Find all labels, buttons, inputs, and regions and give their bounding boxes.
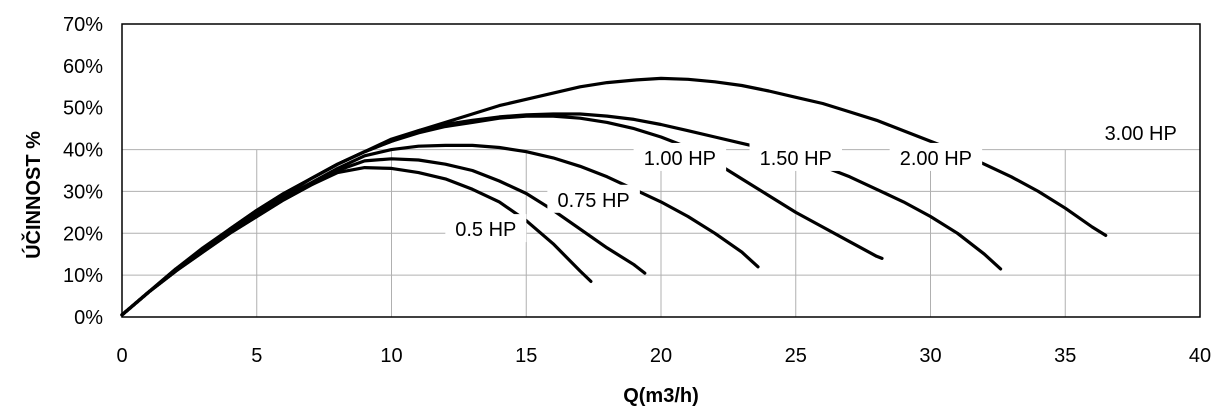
series-label-bg	[633, 142, 727, 171]
series-label-bg	[889, 142, 983, 171]
x-tick-label: 25	[785, 345, 807, 367]
x-axis-ticks: 0 5 10 15 20 25 30 35 40	[116, 345, 1211, 367]
y-tick-label: 10%	[63, 265, 103, 287]
series-label-2: 1.00 HP	[644, 148, 716, 170]
x-tick-label: 10	[380, 345, 402, 367]
x-tick-label: 0	[116, 345, 127, 367]
series-label-group-1: 0.75 HP	[547, 184, 640, 213]
series-label-bg	[445, 214, 527, 243]
series-label-group-5: 3.00 HP	[1094, 117, 1187, 146]
y-tick-label: 60%	[63, 56, 103, 78]
x-tick-label: 5	[251, 345, 262, 367]
series-label-1: 0.75 HP	[557, 190, 629, 212]
series-label-group-0: 0.5 HP	[445, 214, 527, 243]
series-label-group-3: 1.50 HP	[749, 142, 842, 171]
x-tick-label: 15	[515, 345, 537, 367]
plot-area-frame	[121, 23, 1201, 318]
series-label-0: 0.5 HP	[455, 219, 516, 241]
series-label-3: 1.50 HP	[760, 148, 832, 170]
y-tick-label: 20%	[63, 223, 103, 245]
y-axis-ticks: 0% 10% 20% 30% 40% 50% 60% 70%	[63, 14, 103, 329]
series-label-bg	[547, 184, 640, 213]
y-tick-label: 30%	[63, 181, 103, 203]
y-tick-label: 0%	[74, 307, 103, 329]
x-tick-label: 40	[1189, 345, 1211, 367]
series-label-group-2: 1.00 HP	[633, 142, 727, 171]
y-tick-label: 70%	[63, 14, 103, 36]
y-tick-label: 40%	[63, 140, 103, 162]
x-axis-title: Q(m3/h)	[623, 385, 699, 407]
grid-lines	[122, 149, 1200, 317]
series-labels: 0.5 HP 0.75 HP 1.00 HP 1.50 HP 2.00 HP 3.00 H…	[445, 117, 1187, 243]
x-tick-label: 35	[1054, 345, 1076, 367]
y-axis-title: ÚČINNOST %	[21, 131, 45, 259]
x-tick-label: 20	[650, 345, 672, 367]
x-tick-label: 30	[919, 345, 941, 367]
series-label-bg	[1094, 117, 1187, 146]
series-label-group-4: 2.00 HP	[889, 142, 983, 171]
series-label-5: 3.00 HP	[1105, 123, 1177, 145]
series-label-bg	[749, 142, 842, 171]
series-label-4: 2.00 HP	[900, 148, 972, 170]
curve-1	[120, 157, 647, 317]
y-tick-label: 50%	[63, 98, 103, 120]
